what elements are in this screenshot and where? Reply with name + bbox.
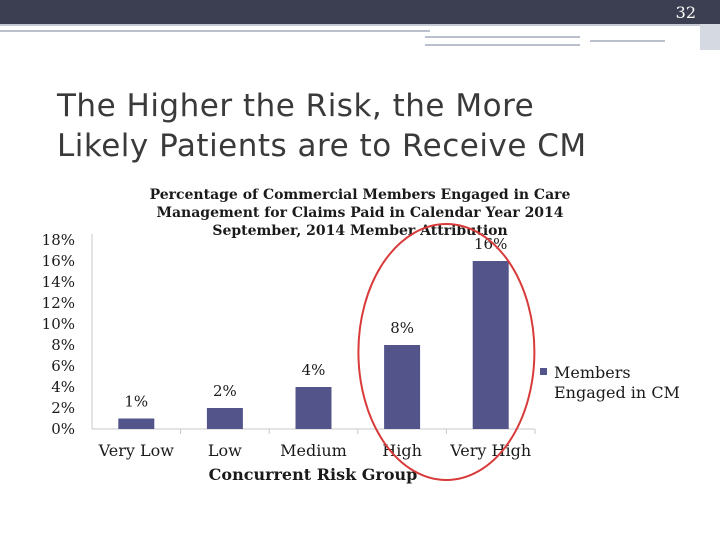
legend-label: Engaged in CM — [554, 383, 680, 402]
legend-swatch — [540, 368, 547, 375]
x-axis-title: Concurrent Risk Group — [209, 465, 418, 484]
top-bar — [0, 0, 720, 24]
decor-stripe — [0, 24, 720, 26]
y-tick-label: 10% — [42, 315, 75, 333]
data-label: 16% — [474, 235, 507, 253]
x-tick-label: Medium — [280, 441, 347, 460]
data-label: 8% — [390, 319, 414, 337]
highlight-circle — [357, 223, 536, 481]
data-label: 4% — [302, 361, 326, 379]
slide-title-line-1: The Higher the Risk, the More — [57, 88, 535, 124]
bar — [295, 387, 332, 429]
chart-title-line: September, 2014 Member Attribution — [212, 223, 507, 239]
chart-title-line: Percentage of Commercial Members Engaged… — [150, 187, 571, 203]
data-label: 1% — [124, 393, 148, 411]
y-tick-label: 8% — [51, 336, 75, 354]
y-tick-label: 0% — [51, 420, 75, 438]
y-tick-label: 2% — [51, 399, 75, 417]
decor-stripe — [0, 30, 430, 32]
bar — [472, 261, 509, 429]
y-tick-label: 12% — [42, 294, 75, 312]
bar — [118, 418, 155, 429]
decor-stripe — [425, 36, 580, 38]
chart-title-line: Management for Claims Paid in Calendar Y… — [156, 205, 563, 221]
y-tick-label: 14% — [42, 273, 75, 291]
y-tick-label: 16% — [42, 252, 75, 270]
bar — [206, 408, 243, 429]
decor-stripe — [425, 44, 580, 46]
legend-label: Members — [554, 363, 631, 382]
bar — [384, 345, 421, 429]
y-tick-label: 4% — [51, 378, 75, 396]
x-tick-label: High — [382, 441, 422, 460]
x-tick-label: Low — [208, 441, 242, 460]
y-tick-label: 6% — [51, 357, 75, 375]
y-tick-label: 18% — [42, 231, 75, 249]
decor-block — [700, 24, 720, 50]
data-label: 2% — [213, 382, 237, 400]
x-tick-label: Very Low — [98, 441, 175, 460]
page-number: 32 — [675, 3, 696, 22]
slide-title: The Higher the Risk, the More Likely Pat… — [57, 86, 707, 166]
x-tick-label: Very High — [449, 441, 531, 460]
decor-stripe — [590, 40, 665, 42]
slide-title-line-2: Likely Patients are to Receive CM — [57, 128, 587, 164]
